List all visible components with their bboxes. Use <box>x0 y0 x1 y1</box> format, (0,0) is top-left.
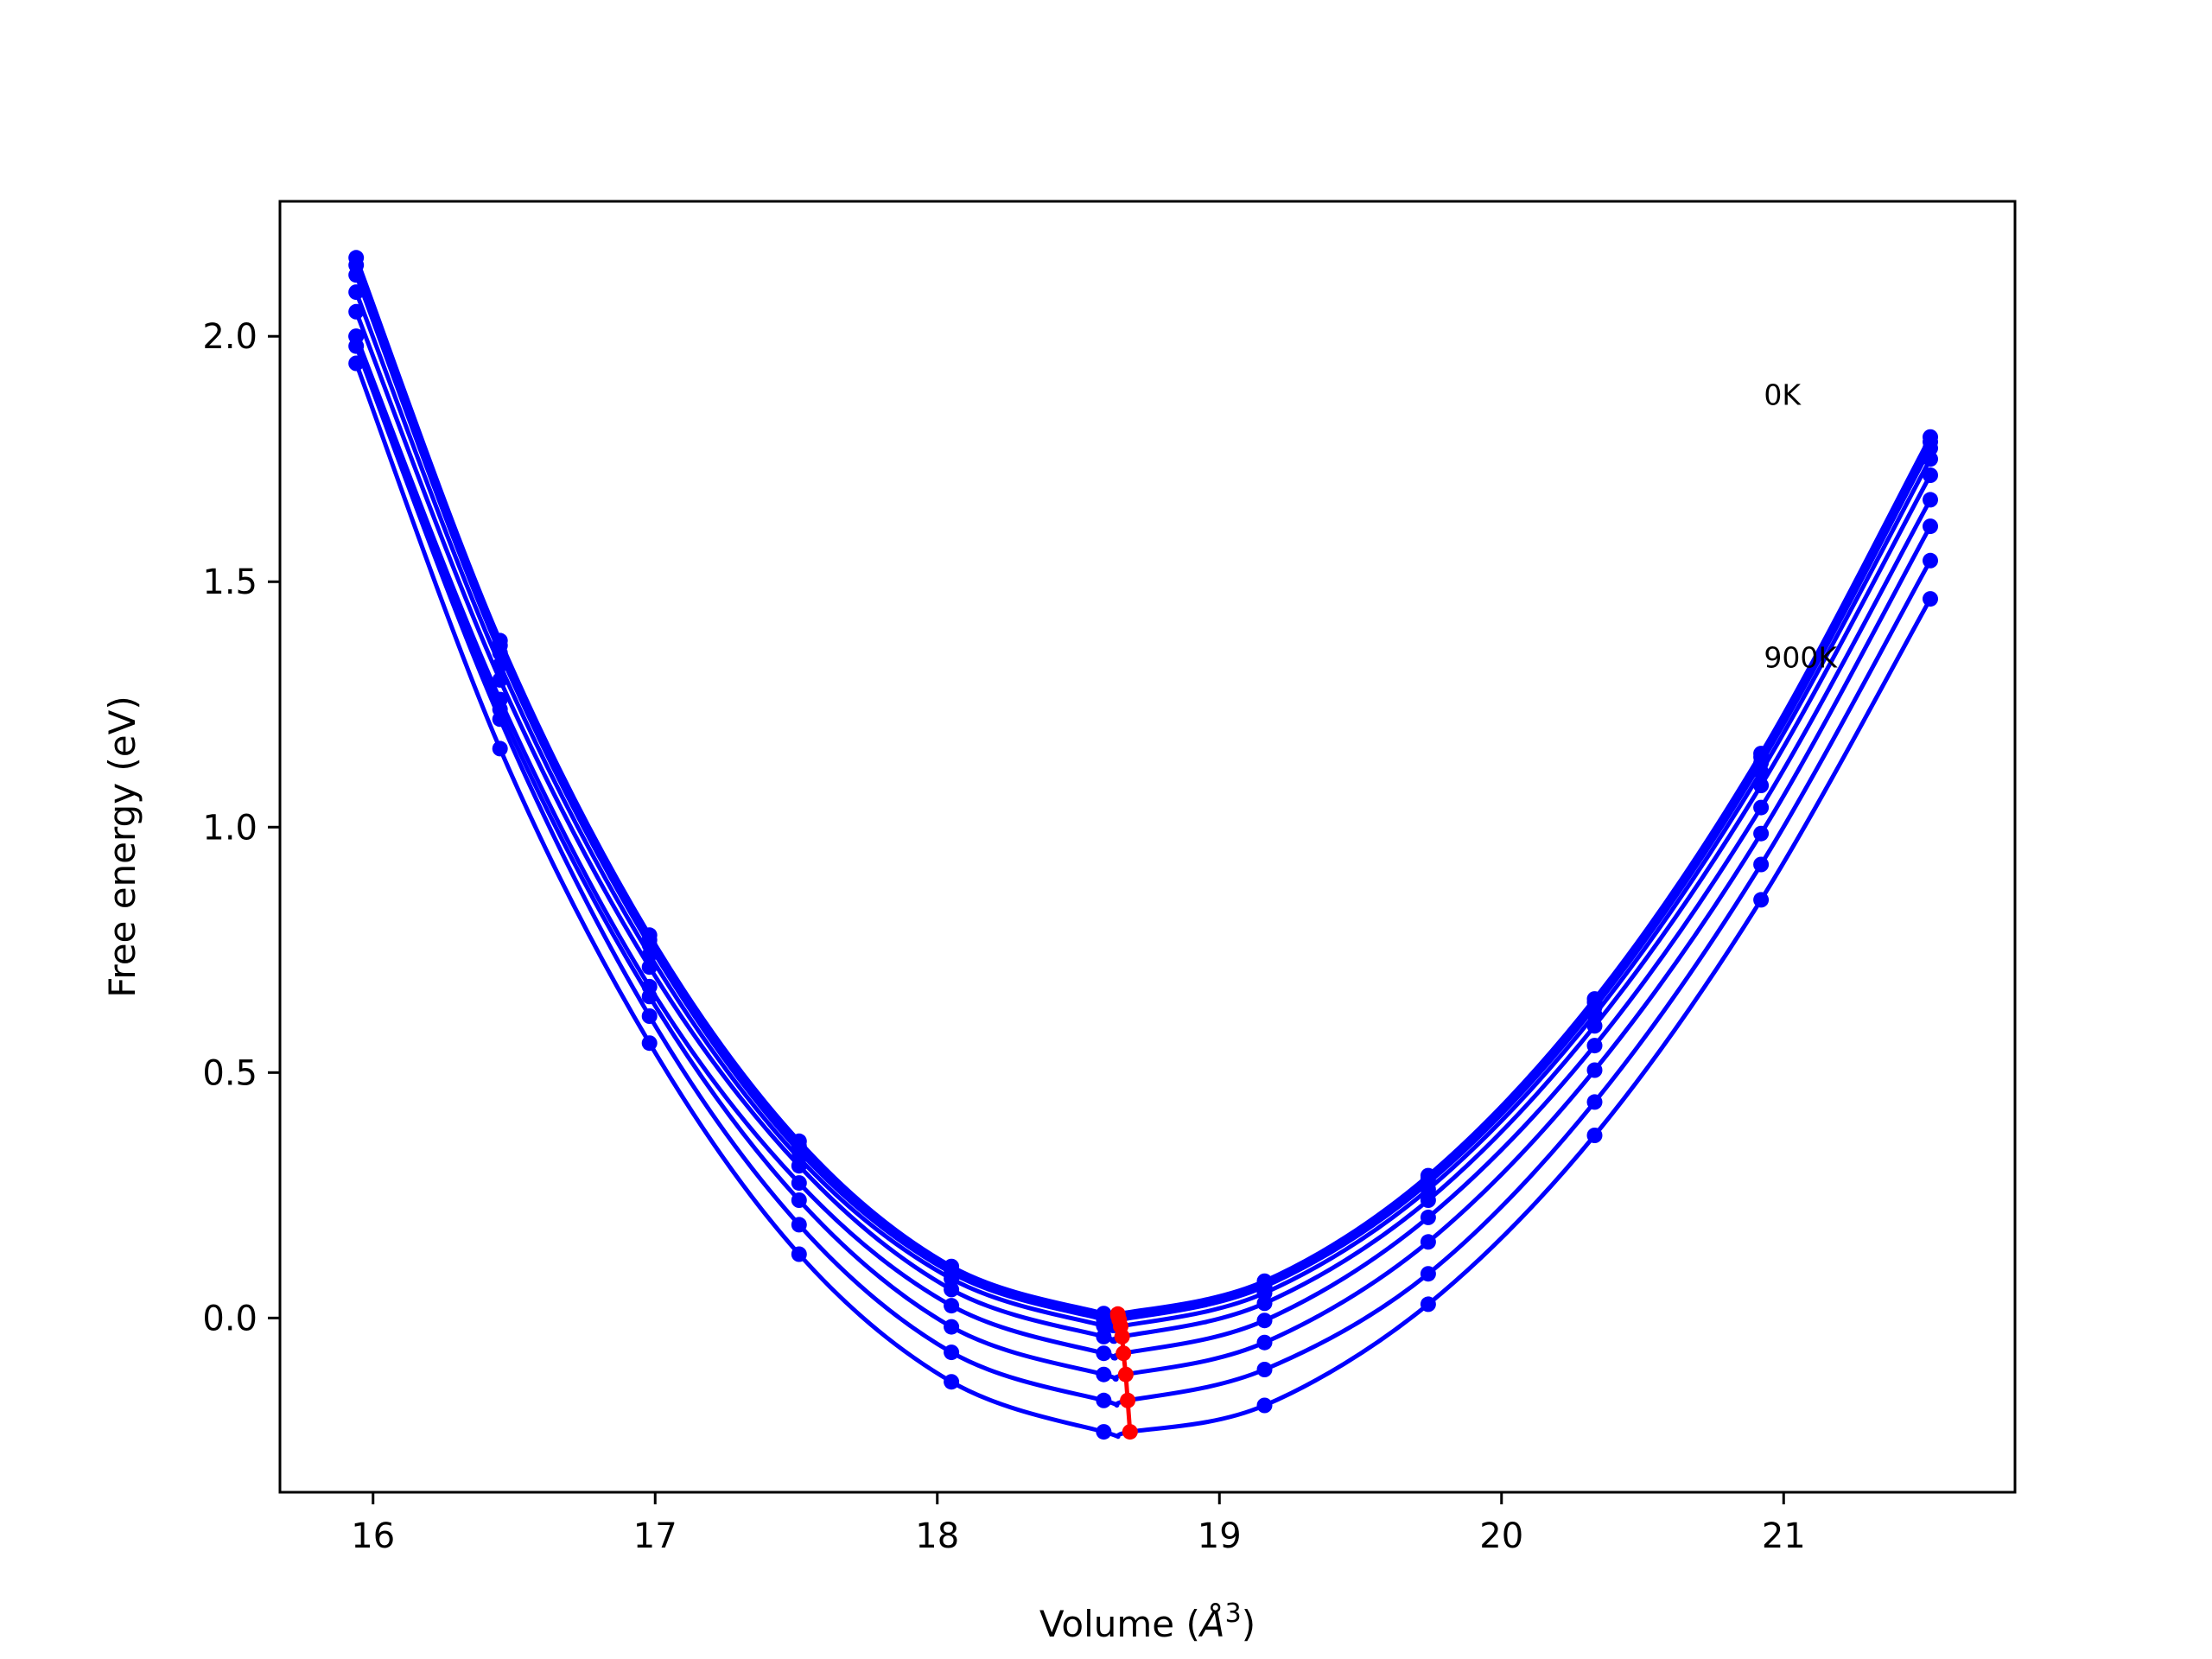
temperature-label: 0K <box>1764 378 1802 412</box>
data-point <box>1753 799 1770 816</box>
y-tick-label: 0.5 <box>202 1053 257 1093</box>
temperature-label: 900K <box>1764 641 1838 675</box>
x-tick-label: 18 <box>915 1516 959 1556</box>
data-point <box>1256 1362 1273 1377</box>
data-point <box>348 355 365 372</box>
data-point <box>641 959 658 976</box>
data-point <box>1586 1018 1603 1034</box>
energy-curves <box>353 257 1933 1440</box>
data-point <box>1753 764 1770 780</box>
data-point <box>1420 1181 1436 1198</box>
x-tick-label: 20 <box>1479 1516 1523 1556</box>
data-point <box>1420 1296 1436 1313</box>
x-tick-label: 17 <box>633 1516 677 1556</box>
data-point <box>1256 1295 1273 1312</box>
data-point <box>348 284 365 301</box>
minimum-point <box>1120 1392 1136 1408</box>
data-point <box>1420 1266 1436 1282</box>
annotations: 0K 900K <box>1764 378 1838 675</box>
data-point <box>492 645 508 661</box>
data-point <box>791 1175 807 1192</box>
data-point <box>641 1035 658 1052</box>
y-axis-ticks: 0.0 0.5 1.0 1.5 2.0 <box>202 317 280 1338</box>
data-point <box>1256 1397 1273 1414</box>
data-point <box>1753 856 1770 873</box>
data-point <box>1753 778 1770 793</box>
x-tick-label: 16 <box>351 1516 395 1556</box>
data-point <box>492 711 508 728</box>
data-point <box>641 1008 658 1024</box>
data-point <box>1586 1094 1603 1110</box>
data-point <box>1586 1007 1603 1023</box>
data-point <box>791 1158 807 1174</box>
data-point <box>1923 440 1938 456</box>
data-point <box>944 1374 960 1390</box>
data-point <box>944 1344 960 1361</box>
data-point <box>1923 518 1938 535</box>
data-point <box>944 1319 960 1335</box>
data-point <box>1753 892 1770 908</box>
data-point <box>492 741 508 757</box>
data-point <box>944 1270 960 1287</box>
minimum-point <box>1114 1328 1130 1344</box>
data-point <box>492 657 508 673</box>
data-point <box>1420 1192 1436 1208</box>
data-point <box>1256 1334 1273 1351</box>
data-point <box>492 671 508 688</box>
minimum-point <box>1122 1424 1138 1440</box>
data-point <box>1923 467 1938 483</box>
data-point <box>1096 1328 1112 1344</box>
data-point <box>791 1246 807 1262</box>
data-point <box>791 1217 807 1233</box>
data-point <box>1420 1209 1436 1225</box>
data-point <box>1096 1366 1112 1382</box>
data-point <box>1586 1062 1603 1078</box>
data-point <box>348 267 365 283</box>
data-point <box>1256 1313 1273 1329</box>
energy-points <box>348 250 1938 1440</box>
minimum-trace <box>1109 1306 1138 1440</box>
data-point <box>1923 552 1938 569</box>
data-point <box>1096 1424 1112 1440</box>
data-point <box>348 303 365 320</box>
x-tick-label: 21 <box>1762 1516 1806 1556</box>
data-point <box>1923 591 1938 607</box>
x-axis-label: Volume (Å3) <box>1039 1599 1255 1646</box>
x-tick-label: 19 <box>1198 1516 1242 1556</box>
data-point <box>1753 825 1770 842</box>
y-tick-label: 0.0 <box>202 1299 257 1338</box>
data-point <box>1096 1392 1112 1408</box>
data-point <box>944 1298 960 1314</box>
data-point <box>1923 492 1938 508</box>
data-point <box>1586 1038 1603 1054</box>
data-point <box>1586 1128 1603 1143</box>
minimum-point <box>1116 1345 1132 1362</box>
energy-curve-8 <box>353 345 1933 1408</box>
data-point <box>641 988 658 1005</box>
data-point <box>641 947 658 963</box>
x-axis-ticks: 16 17 18 19 20 21 <box>351 1492 1806 1556</box>
energy-curve-7 <box>353 335 1933 1382</box>
minimum-point <box>1117 1366 1134 1382</box>
data-point <box>1923 451 1938 467</box>
data-point <box>348 338 365 354</box>
y-tick-label: 1.0 <box>202 808 257 848</box>
energy-curve-5 <box>353 310 1933 1344</box>
data-point <box>1096 1318 1112 1334</box>
y-tick-label: 1.5 <box>202 563 257 602</box>
energy-curve-9 <box>353 362 1933 1440</box>
data-point <box>791 1192 807 1208</box>
y-axis-label: Free energy (eV) <box>101 696 143 998</box>
plot-frame <box>278 200 2017 1494</box>
data-point <box>1420 1234 1436 1250</box>
data-point <box>1096 1345 1112 1362</box>
energy-curve-6 <box>353 335 1933 1361</box>
y-tick-label: 2.0 <box>202 317 257 357</box>
data-point <box>944 1281 960 1298</box>
